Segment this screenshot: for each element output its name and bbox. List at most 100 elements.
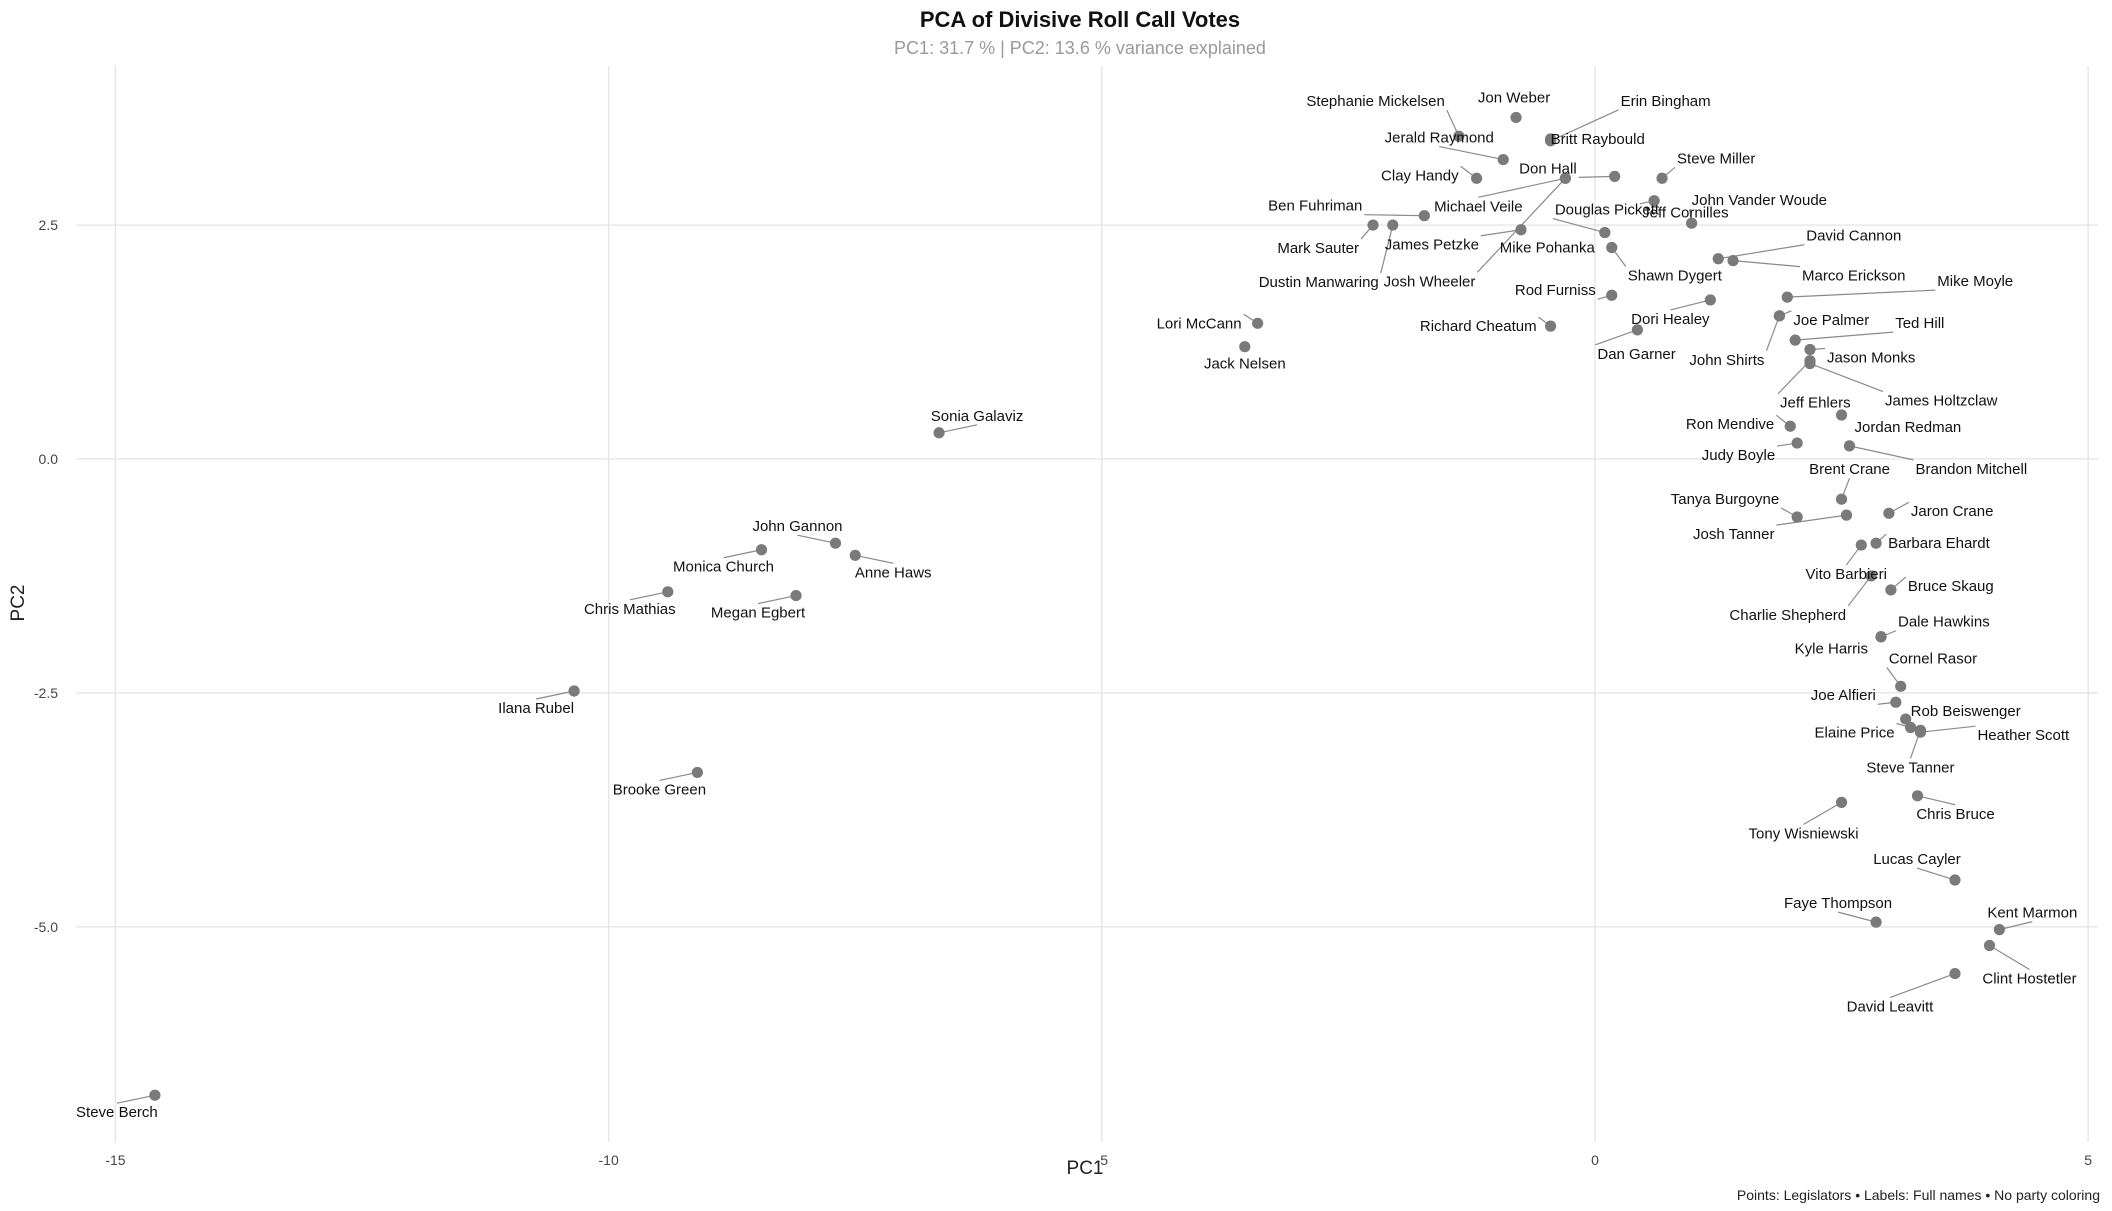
leader-line [1917, 795, 1956, 806]
legislator-point [1606, 241, 1618, 254]
point-label: Ilana Rubel [498, 700, 574, 717]
leader-line [1776, 514, 1847, 526]
point-label: Don Hall [1519, 160, 1577, 177]
point-label: Erin Bingham [1621, 93, 1711, 110]
point-label: Mark Sauter [1277, 240, 1359, 257]
legislator-point [1704, 294, 1716, 306]
leader-line [757, 594, 797, 605]
leader-line [1999, 921, 2033, 931]
leader-line [1380, 224, 1394, 274]
legislator-point [1835, 493, 1848, 505]
legislator-point [568, 685, 580, 697]
legislator-point [790, 589, 802, 602]
leader-line [1916, 867, 1956, 881]
point-label: Chris Bruce [1916, 806, 1994, 823]
leader-line [629, 591, 668, 601]
point-label: Monica Church [673, 559, 774, 576]
point-label: Chris Mathias [584, 601, 676, 618]
point-label: Jason Monks [1827, 350, 1915, 367]
point-label: Ben Fuhriman [1268, 198, 1362, 215]
point-label: Rob Beiswenger [1911, 703, 2021, 720]
point-label: Anne Haws [855, 564, 932, 581]
legislator-point [1885, 584, 1897, 596]
y-tick-label: 0.0 [39, 451, 59, 467]
point-label: Stephanie Mickelsen [1306, 93, 1444, 110]
leader-line [1889, 973, 1956, 999]
legislator-point [1387, 219, 1399, 231]
legislator-point [1367, 219, 1379, 231]
point-label: Jerald Raymond [1385, 130, 1494, 147]
y-axis-ticks: 2.5 0.0 -2.5 -5.0 [34, 217, 58, 935]
legislator-point [1515, 224, 1527, 236]
leader-line [1803, 801, 1842, 825]
point-label: James Holtzclaw [1885, 393, 1998, 410]
point-label: Jeff Ehlers [1780, 395, 1851, 412]
point-label: Marco Erickson [1802, 268, 1905, 285]
legislator-point [1544, 320, 1557, 332]
leader-line [1478, 177, 1566, 198]
point-label: Sonia Galaviz [931, 408, 1024, 425]
point-label: Kent Marmon [1987, 905, 2077, 922]
x-tick-label: 0 [1591, 1152, 1599, 1168]
leader-line [1595, 329, 1638, 346]
legislator-point [1606, 289, 1618, 301]
leader-line [1795, 331, 1894, 341]
legislator-point [1804, 357, 1816, 370]
leader-line [938, 424, 978, 434]
point-label: Brent Crane [1809, 461, 1890, 478]
leader-line [1364, 214, 1425, 217]
chart-caption: Points: Legislators • Labels: Full names… [1737, 1187, 2100, 1203]
legislator-point [1559, 172, 1571, 184]
point-label: John Shirts [1689, 352, 1764, 369]
legislator-point [1727, 255, 1739, 267]
point-label: Faye Thompson [1784, 895, 1892, 912]
point-label: Lori McCann [1157, 315, 1242, 332]
legislator-point [1599, 226, 1611, 239]
legislator-point [1252, 317, 1264, 329]
legislator-point [1890, 696, 1902, 708]
y-tick-label: 2.5 [39, 217, 59, 233]
legislator-point [1911, 790, 1924, 802]
point-label: Cornel Rasor [1889, 650, 1977, 667]
point-label: Mike Moyle [1937, 273, 2013, 290]
legislator-point [1895, 680, 1907, 692]
legislator-point [1648, 195, 1660, 207]
x-tick-label: -5 [1096, 1152, 1109, 1168]
point-label: Jack Nelsen [1204, 356, 1286, 373]
point-label: Steve Berch [76, 1104, 158, 1121]
leader-line [659, 771, 698, 782]
point-label: David Leavitt [1847, 999, 1935, 1016]
point-label: Tanya Burgoyne [1671, 491, 1779, 508]
leader-line [1670, 299, 1711, 311]
y-axis-label: PC2 [8, 585, 29, 622]
point-label: Britt Raybould [1551, 131, 1645, 148]
leader-line [1550, 109, 1619, 142]
point-label: Lucas Cayler [1873, 851, 1961, 868]
point-label: Kyle Harris [1795, 641, 1868, 658]
point-label: Shawn Dygert [1628, 268, 1723, 285]
leader-line [1920, 725, 1976, 733]
point-label: Mike Pohanka [1500, 240, 1596, 257]
point-label: Rod Furniss [1515, 282, 1596, 299]
leader-line [1733, 260, 1801, 268]
legislator-point [149, 1089, 161, 1101]
point-label: Joe Alfieri [1811, 687, 1876, 704]
leader-line [1439, 145, 1504, 161]
leader-line [1578, 175, 1615, 179]
legislator-point [1900, 713, 1912, 725]
x-tick-label: 5 [2084, 1152, 2092, 1168]
point-label: Dori Healey [1631, 311, 1710, 328]
legislator-point [755, 544, 768, 556]
legislator-point [1840, 509, 1853, 521]
point-label: Brandon Mitchell [1915, 461, 2027, 478]
legislator-point [1855, 539, 1867, 551]
chart-subtitle: PC1: 31.7 % | PC2: 13.6 % variance expla… [894, 38, 1266, 58]
legislator-point [1875, 631, 1887, 643]
leader-line [1989, 944, 2030, 971]
point-label: Tony Wisniewski [1749, 825, 1859, 842]
point-label: John Vander Woude [1692, 192, 1827, 209]
legislator-point [691, 766, 703, 779]
legislator-point [1686, 217, 1698, 229]
legislator-point [1471, 172, 1483, 184]
